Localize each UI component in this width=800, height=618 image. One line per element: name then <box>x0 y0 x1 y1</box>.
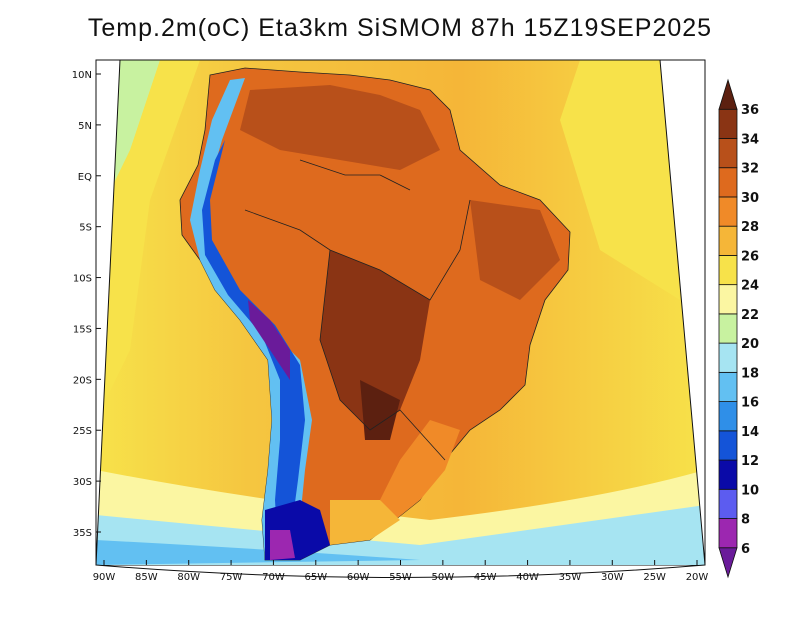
lon-tick-label-9: 45W <box>474 572 497 583</box>
axis-layer: 90W 85W 80W 75W 70W 65W 60W 55W 50W 45W 40W 35W 30W 2… <box>72 70 709 583</box>
map-title: Temp.2m(oC) Eta3km SiSMOM 87h 15Z19SEP20… <box>87 14 713 42</box>
colorbar-label-12: 30 <box>741 191 759 206</box>
lon-tick-label-4: 70W <box>262 572 285 583</box>
atlantic-mild-zone <box>560 60 680 300</box>
colorbar-label-11: 28 <box>741 220 759 235</box>
lat-tick-label-4: 10S <box>73 274 92 285</box>
lon-tick-label-7: 55W <box>389 572 412 583</box>
colorbar-segment-6 <box>718 371 738 402</box>
lon-tick-label-5: 65W <box>304 572 327 583</box>
colorbar-segment-15 <box>718 108 738 139</box>
chaco-hottest-zone <box>360 380 400 440</box>
lat-tick-label-9: 35S <box>73 528 92 539</box>
colorbar-segment-12 <box>718 196 738 227</box>
colorbar-segment-13 <box>718 167 738 198</box>
colorbar-segment-10 <box>718 255 738 286</box>
colorbar-label-15: 36 <box>741 103 759 118</box>
colorbar-segment-0 <box>718 547 738 579</box>
pampas-zone <box>330 500 400 545</box>
map-field <box>96 60 705 565</box>
lat-tick-label-6: 20S <box>73 375 92 386</box>
northeast-hot-zone <box>470 200 560 300</box>
colorbar-label-13: 32 <box>741 162 759 177</box>
altiplano-coldest-zone <box>248 300 290 380</box>
colorbar-label-9: 24 <box>741 279 759 294</box>
colorbar-label-6: 18 <box>741 366 759 381</box>
colorbar-label-0: 6 <box>741 542 750 557</box>
lon-tick-label-11: 35W <box>559 572 582 583</box>
lon-tick-label-3: 75W <box>220 572 243 583</box>
colorbar-segment-14 <box>718 138 738 169</box>
south-brazil-zone <box>380 420 460 520</box>
colorbar-segment-5 <box>718 401 738 432</box>
colorbar-segment-11 <box>718 225 738 256</box>
guiana-hot-zone <box>240 85 440 170</box>
andes-cold-band <box>202 140 305 552</box>
colorbar-segment-16 <box>718 78 738 110</box>
colorbar-label-8: 22 <box>741 308 759 323</box>
colorbar-label-10: 26 <box>741 249 759 264</box>
country-border-guianas <box>299 159 411 191</box>
colorbar-segment-7 <box>718 342 738 373</box>
colorbar-segment-4 <box>718 430 738 461</box>
colorbar-segment-8 <box>718 313 738 344</box>
colorbar-label-3: 12 <box>741 454 759 469</box>
lat-tick-label-8: 30S <box>73 477 92 488</box>
lon-tick-label-8: 50W <box>432 572 455 583</box>
colorbar-label-5: 16 <box>741 396 759 411</box>
lat-tick-label-2: EQ <box>78 172 92 183</box>
colorbar-segment-2 <box>718 488 738 519</box>
lon-tick-label-1: 85W <box>135 572 158 583</box>
patagonia-coldest-zone <box>270 530 295 560</box>
colorbar-segment-3 <box>718 459 738 490</box>
lon-tick-label-2: 80W <box>177 572 200 583</box>
colorbar-label-4: 14 <box>741 425 759 440</box>
lon-tick-label-14: 20W <box>686 572 709 583</box>
lat-tick-label-1: 5N <box>78 121 92 132</box>
lat-tick-label-5: 15S <box>73 324 92 335</box>
lon-tick-label-0: 90W <box>93 572 116 583</box>
colorbar-segment-1 <box>718 518 738 549</box>
lon-tick-label-6: 60W <box>347 572 370 583</box>
central-hot-zone <box>320 250 430 430</box>
colorbar-label-1: 8 <box>741 513 750 528</box>
lon-tick-label-12: 30W <box>601 572 624 583</box>
colorbar-label-14: 34 <box>741 132 759 147</box>
lat-tick-label-7: 25S <box>73 426 92 437</box>
colorbar-segment-9 <box>718 284 738 315</box>
lon-tick-label-13: 25W <box>643 572 666 583</box>
country-border-north <box>244 199 471 301</box>
colorbar: 6 8 10 12 14 16 18 20 22 24 26 28 30 32 34 36 <box>718 78 759 579</box>
country-border-south <box>319 249 446 461</box>
lat-tick-label-0: 10N <box>72 70 92 81</box>
colorbar-label-2: 10 <box>741 483 759 498</box>
colorbar-label-7: 20 <box>741 337 759 352</box>
south-colder-zone <box>96 540 420 565</box>
lon-tick-label-10: 40W <box>516 572 539 583</box>
projection-outline <box>95 59 706 578</box>
lat-tick-label-3: 5S <box>79 223 92 234</box>
